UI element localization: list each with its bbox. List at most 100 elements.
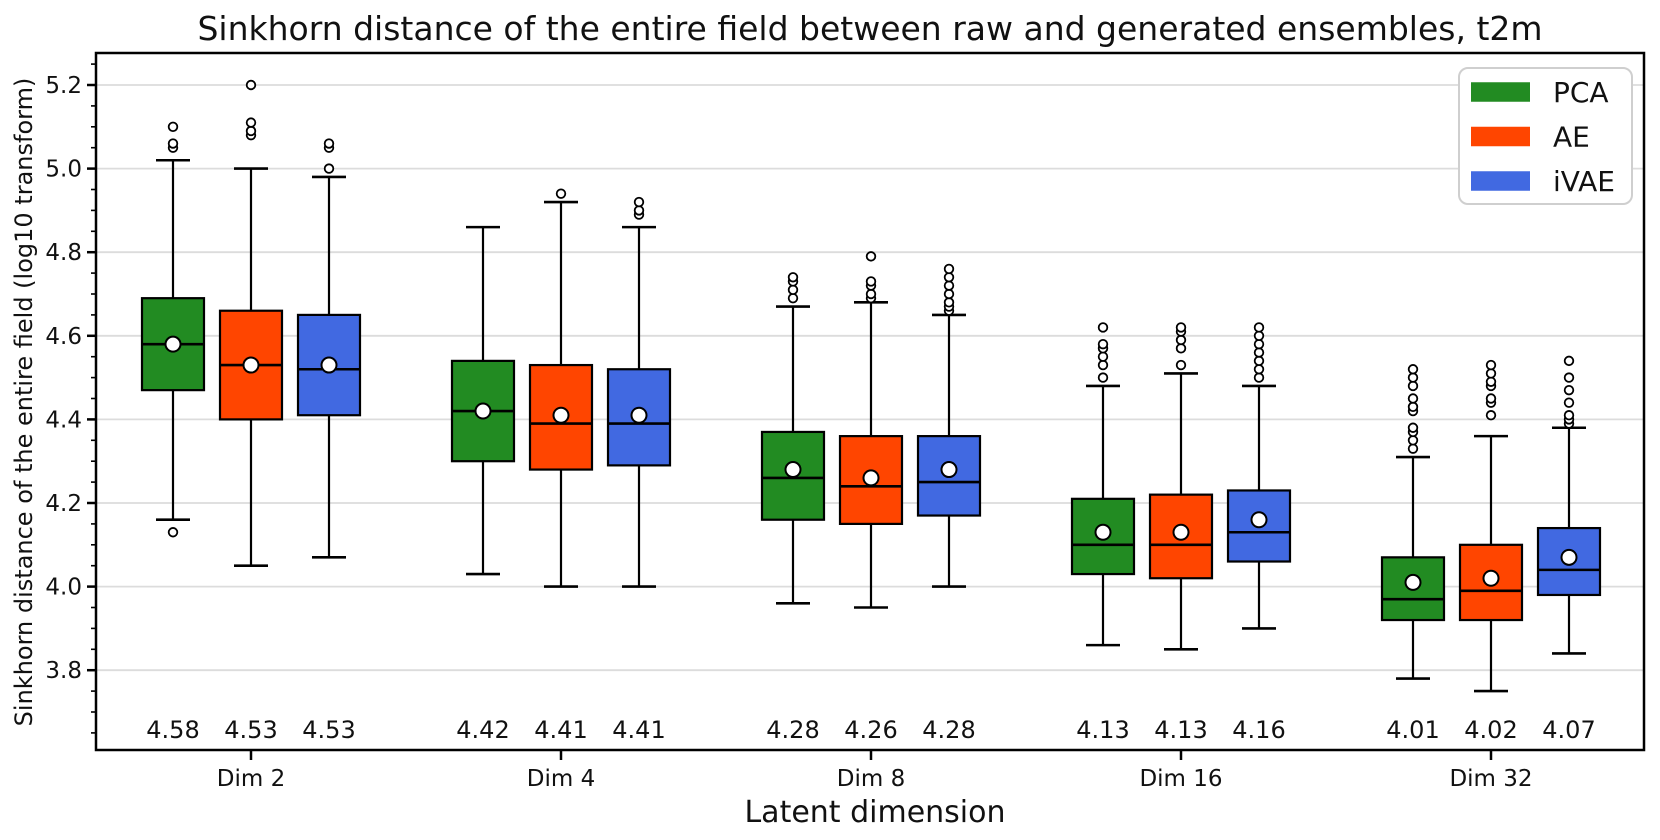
outlier-point <box>1485 376 1497 387</box>
mean-label-AE-Dim-4: 4.41 <box>534 716 587 744</box>
y-tick-label-5.0: 5.0 <box>45 157 82 183</box>
outlier-point <box>1407 380 1419 392</box>
box-iVAE-Dim-32 <box>1536 355 1602 655</box>
mean-label-iVAE-Dim-4: 4.41 <box>612 716 665 744</box>
x-tick-label-Dim-32: Dim 32 <box>1449 766 1532 792</box>
mean-label-PCA-Dim-4: 4.42 <box>456 716 509 744</box>
boxplot-groups <box>140 79 1602 693</box>
outlier-point <box>1097 338 1109 350</box>
outlier-point <box>245 117 257 128</box>
legend-entry-iVAE: iVAE <box>1471 165 1615 198</box>
chart-title: Sinkhorn distance of the entire field be… <box>197 9 1542 48</box>
outlier-point <box>943 263 955 275</box>
outlier-point <box>1563 384 1575 396</box>
outlier-point <box>1175 343 1187 354</box>
mean-label-AE-Dim-2: 4.53 <box>224 716 277 744</box>
box-PCA-Dim-16 <box>1070 322 1136 647</box>
mean-label-AE-Dim-32: 4.02 <box>1464 716 1517 744</box>
mean-label-iVAE-Dim-32: 4.07 <box>1542 716 1595 744</box>
box-iVAE-Dim-2 <box>296 138 362 559</box>
outlier-point <box>943 288 955 300</box>
outlier-point <box>1563 397 1575 408</box>
legend-label-iVAE: iVAE <box>1553 165 1615 198</box>
box-AE-Dim-8 <box>838 251 904 609</box>
box-AE-Dim-4 <box>528 188 594 588</box>
x-tick-label-Dim-2: Dim 2 <box>217 766 285 792</box>
legend-swatch-AE <box>1471 126 1530 147</box>
outlier-point <box>1407 422 1419 433</box>
outlier-point <box>167 138 179 149</box>
outlier-point <box>787 292 799 304</box>
outlier-point <box>633 205 645 216</box>
outlier-point <box>1175 359 1187 371</box>
outlier-point <box>245 125 257 137</box>
outlier-point <box>1407 401 1419 413</box>
outlier-point <box>1407 364 1419 375</box>
box-AE-Dim-2 <box>218 79 284 568</box>
outlier-point <box>1097 322 1109 333</box>
mean-label-PCA-Dim-16: 4.13 <box>1076 716 1129 744</box>
box-iVAE-Dim-8 <box>916 263 982 588</box>
mean-marker <box>1172 523 1190 541</box>
y-tick-label-4.8: 4.8 <box>45 240 82 266</box>
outlier-point <box>1563 355 1575 367</box>
outlier-point <box>1253 330 1265 342</box>
outlier-point <box>865 276 877 287</box>
y-tick-label-4.4: 4.4 <box>45 407 82 433</box>
outlier-point <box>633 196 645 208</box>
outlier-point <box>1485 359 1497 371</box>
outlier-point <box>1097 359 1109 371</box>
mean-marker <box>940 461 958 479</box>
iqr-box <box>1380 556 1446 622</box>
mean-marker <box>1482 569 1500 587</box>
mean-marker <box>242 356 260 374</box>
y-tick-label-4.2: 4.2 <box>45 491 82 517</box>
box-PCA-Dim-32 <box>1380 364 1446 680</box>
y-tick-label-4.6: 4.6 <box>45 324 82 350</box>
legend-swatch-iVAE <box>1471 171 1530 191</box>
outlier-point <box>1097 351 1109 362</box>
mean-marker <box>784 461 802 479</box>
axis-ticks: 3.8 4.0 4.2 4.4 4.6 4.8 5.0 5.2 Dim 2 Dim 4 Dim 8 D… <box>45 63 1533 792</box>
outlier-point <box>865 251 877 262</box>
mean-label-PCA-Dim-2: 4.58 <box>146 716 199 744</box>
y-tick-label-4.0: 4.0 <box>45 575 82 601</box>
y-tick-label-3.8: 3.8 <box>45 658 82 684</box>
outlier-point <box>787 272 799 283</box>
mean-marker <box>474 402 492 420</box>
outlier-point <box>555 188 567 199</box>
plot-border <box>94 51 1646 752</box>
y-axis-title: Sinkhorn distance of the entire field (l… <box>10 78 38 727</box>
box-PCA-Dim-8 <box>760 272 826 605</box>
outlier-point <box>943 272 955 283</box>
legend-entry-PCA: PCA <box>1471 76 1609 109</box>
outlier-point <box>1175 334 1187 346</box>
outlier-point <box>1407 393 1419 404</box>
mean-label-AE-Dim-8: 4.26 <box>844 716 897 744</box>
legend-label-AE: AE <box>1553 121 1590 154</box>
mean-marker <box>320 356 338 374</box>
legend: PCA AE iVAE <box>1458 67 1633 205</box>
outlier-point <box>1253 364 1265 375</box>
mean-label-iVAE-Dim-8: 4.28 <box>922 716 975 744</box>
iqr-box <box>528 363 594 471</box>
mean-marker <box>1404 573 1422 591</box>
mean-label-AE-Dim-16: 4.13 <box>1154 716 1207 744</box>
mean-label-PCA-Dim-8: 4.28 <box>766 716 819 744</box>
legend-label-PCA: PCA <box>1553 76 1609 109</box>
box-AE-Dim-32 <box>1458 359 1524 693</box>
x-tick-label-Dim-8: Dim 8 <box>837 766 905 792</box>
box-PCA-Dim-2 <box>140 121 206 538</box>
mean-marker <box>1094 523 1112 541</box>
outlier-point <box>1407 443 1419 454</box>
outlier-point <box>323 138 335 149</box>
outlier-point <box>1407 435 1419 446</box>
x-axis-title: Latent dimension <box>744 795 1005 830</box>
box-iVAE-Dim-4 <box>606 196 672 588</box>
outlier-point <box>1563 372 1575 383</box>
legend-entry-AE: AE <box>1471 121 1590 154</box>
outlier-point <box>1253 355 1265 367</box>
outlier-point <box>167 527 179 538</box>
